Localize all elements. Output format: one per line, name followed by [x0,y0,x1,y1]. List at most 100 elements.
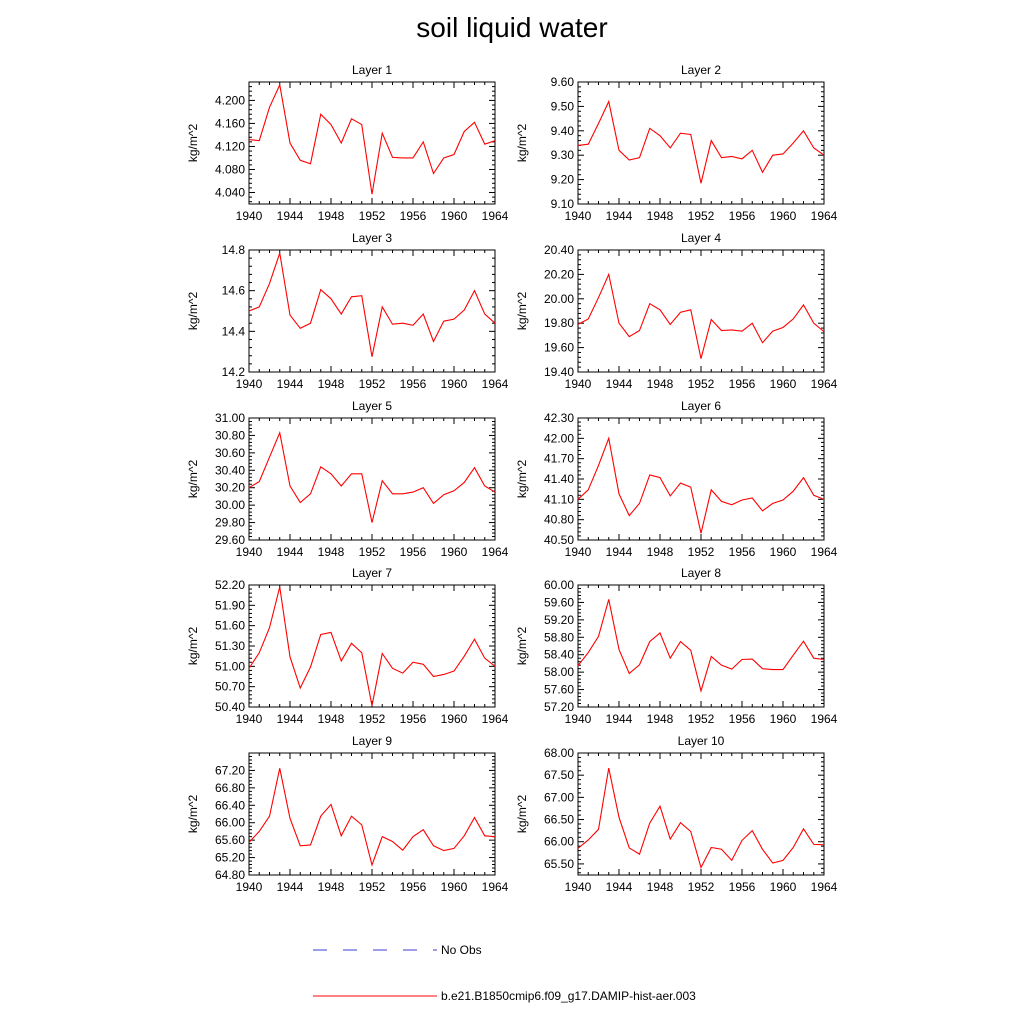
x-tick-label: 1952 [359,377,386,391]
y-tick-label: 20.20 [544,267,574,281]
x-tick-label: 1952 [688,209,715,223]
x-tick-label: 1964 [482,880,509,894]
y-tick-label: 29.80 [215,516,245,530]
y-tick-label: 52.20 [215,578,245,592]
y-tick-label: 66.40 [215,798,245,812]
x-tick-label: 1960 [770,545,797,559]
y-tick-label: 50.40 [215,700,245,714]
y-tick-label: 60.00 [544,578,574,592]
y-tick-label: 51.90 [215,598,245,612]
panel-title: Layer 10 [678,734,725,748]
x-tick-label: 1940 [565,880,592,894]
y-tick-label: 30.00 [215,498,245,512]
y-tick-label: 9.50 [551,99,575,113]
x-tick-label: 1948 [647,377,674,391]
y-tick-label: 50.70 [215,680,245,694]
x-tick-label: 1940 [236,377,263,391]
y-tick-label: 65.20 [215,851,245,865]
chart-panel-2: Layer 2 kg/m^2 1940 1944 1948 1952 1956 1960 196… [515,63,838,223]
x-tick-label: 1948 [647,545,674,559]
y-tick-label: 66.00 [215,816,245,830]
y-tick-label: 41.10 [544,492,574,506]
y-axis-label: kg/m^2 [515,627,529,666]
x-tick-label: 1944 [277,545,304,559]
panel-title: Layer 3 [352,231,392,245]
x-tick-label: 1960 [441,377,468,391]
chart-panel-7: Layer 7 kg/m^2 1940 1944 1948 1952 1956 1960 196… [186,566,509,726]
chart-panel-5: Layer 5 kg/m^2 1940 1944 1948 1952 1956 1960 196… [186,399,509,559]
y-axis-label: kg/m^2 [186,627,200,666]
y-axis-label: kg/m^2 [515,292,529,331]
x-tick-label: 1940 [565,209,592,223]
series-line [577,767,825,869]
y-tick-label: 41.40 [544,472,574,486]
series-line [248,430,496,523]
series-line [248,83,496,195]
y-axis-label: kg/m^2 [515,460,529,499]
x-tick-label: 1952 [359,880,386,894]
y-tick-label: 58.80 [544,630,574,644]
y-tick-label: 14.8 [222,243,246,257]
y-axis-label: kg/m^2 [515,124,529,163]
x-tick-label: 1964 [811,712,838,726]
legend-model-label: b.e21.B1850cmip6.f09_g17.DAMIP-hist-aer.… [441,989,696,1003]
x-tick-label: 1960 [441,209,468,223]
x-tick-label: 1940 [565,712,592,726]
chart-panel-3: Layer 3 kg/m^2 1940 1944 1948 1952 1956 1960 196… [186,231,509,391]
x-tick-label: 1948 [647,880,674,894]
x-tick-label: 1940 [565,377,592,391]
y-tick-label: 9.20 [551,173,575,187]
y-tick-label: 30.60 [215,446,245,460]
x-tick-label: 1948 [318,377,345,391]
y-tick-label: 19.60 [544,341,574,355]
y-tick-label: 66.80 [215,781,245,795]
x-tick-label: 1952 [688,712,715,726]
y-tick-label: 4.160 [215,116,245,130]
x-tick-label: 1944 [606,712,633,726]
y-tick-label: 67.20 [215,763,245,777]
y-tick-label: 40.80 [544,513,574,527]
panel-title: Layer 5 [352,399,392,413]
chart-panel-4: Layer 4 kg/m^2 1940 1944 1948 1952 1956 1960 196… [515,231,838,391]
x-tick-label: 1960 [441,545,468,559]
y-tick-label: 14.6 [222,284,246,298]
y-axis-label: kg/m^2 [186,460,200,499]
x-tick-label: 1964 [811,209,838,223]
x-tick-label: 1952 [359,712,386,726]
y-tick-label: 19.40 [544,365,574,379]
x-tick-label: 1956 [400,377,427,391]
y-tick-label: 57.60 [544,683,574,697]
x-tick-label: 1956 [400,712,427,726]
y-tick-label: 67.50 [544,768,574,782]
x-tick-label: 1952 [359,545,386,559]
y-tick-label: 65.50 [544,857,574,871]
x-tick-label: 1944 [277,712,304,726]
y-tick-label: 40.50 [544,533,574,547]
x-tick-label: 1956 [729,545,756,559]
legend-no-obs-label: No Obs [441,943,482,957]
y-axis-label: kg/m^2 [186,292,200,331]
x-tick-label: 1960 [770,880,797,894]
series-line [577,436,825,534]
y-tick-label: 30.40 [215,463,245,477]
y-tick-label: 9.60 [551,75,575,89]
x-tick-label: 1956 [729,209,756,223]
x-tick-label: 1952 [688,545,715,559]
x-tick-label: 1940 [236,209,263,223]
x-tick-label: 1964 [482,377,509,391]
y-tick-label: 30.20 [215,481,245,495]
x-tick-label: 1952 [359,209,386,223]
x-tick-label: 1948 [318,712,345,726]
y-tick-label: 68.00 [544,746,574,760]
page-title: soil liquid water [416,12,608,43]
y-tick-label: 14.4 [222,324,246,338]
x-tick-label: 1940 [236,712,263,726]
y-axis-label: kg/m^2 [515,795,529,834]
x-tick-label: 1956 [729,377,756,391]
y-tick-label: 65.60 [215,833,245,847]
y-tick-label: 20.00 [544,292,574,306]
panel-title: Layer 6 [681,399,721,413]
x-tick-label: 1956 [400,880,427,894]
